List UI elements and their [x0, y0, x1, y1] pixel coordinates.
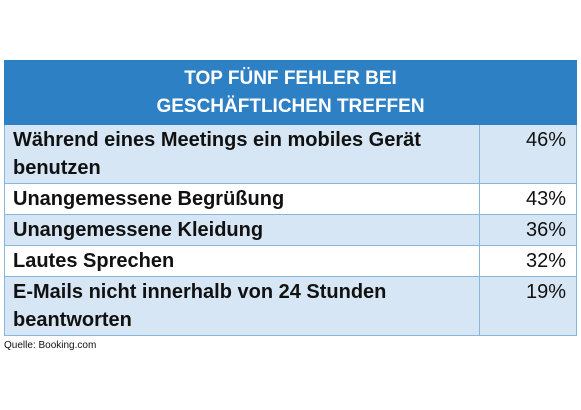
table-body: Während eines Meetings ein mobiles Gerät… — [4, 124, 578, 336]
table-title-line-2: GESCHÄFTLICHEN TREFFEN — [156, 96, 425, 117]
row-value: 43% — [478, 183, 578, 215]
row-value: 46% — [478, 124, 578, 184]
table-row: Unangemessene Begrüßung 43% — [4, 183, 578, 215]
row-label: Lautes Sprechen — [4, 245, 480, 277]
table-row: E-Mails nicht innerhalb von 24 Stunden b… — [4, 276, 578, 336]
row-label: Unangemessene Begrüßung — [4, 183, 480, 215]
row-value: 32% — [478, 245, 578, 277]
table-row: Lautes Sprechen 32% — [4, 245, 578, 277]
row-label: Unangemessene Kleidung — [4, 214, 480, 246]
source-note: Quelle: Booking.com — [4, 340, 97, 351]
table-row: Während eines Meetings ein mobiles Gerät… — [4, 124, 578, 184]
row-label: E-Mails nicht innerhalb von 24 Stunden b… — [4, 276, 480, 336]
row-value: 19% — [478, 276, 578, 336]
table-title: TOP FÜNF FEHLER BEI GESCHÄFTLICHEN TREFF… — [3, 60, 578, 125]
table-header-row: TOP FÜNF FEHLER BEI GESCHÄFTLICHEN TREFF… — [3, 60, 578, 125]
mistakes-table: TOP FÜNF FEHLER BEI GESCHÄFTLICHEN TREFF… — [3, 60, 578, 336]
mistakes-table-chart: TOP FÜNF FEHLER BEI GESCHÄFTLICHEN TREFF… — [3, 60, 578, 336]
row-label: Während eines Meetings ein mobiles Gerät… — [4, 124, 480, 184]
table-title-line-1: TOP FÜNF FEHLER BEI — [184, 68, 397, 89]
table-row: Unangemessene Kleidung 36% — [4, 214, 578, 246]
row-value: 36% — [478, 214, 578, 246]
